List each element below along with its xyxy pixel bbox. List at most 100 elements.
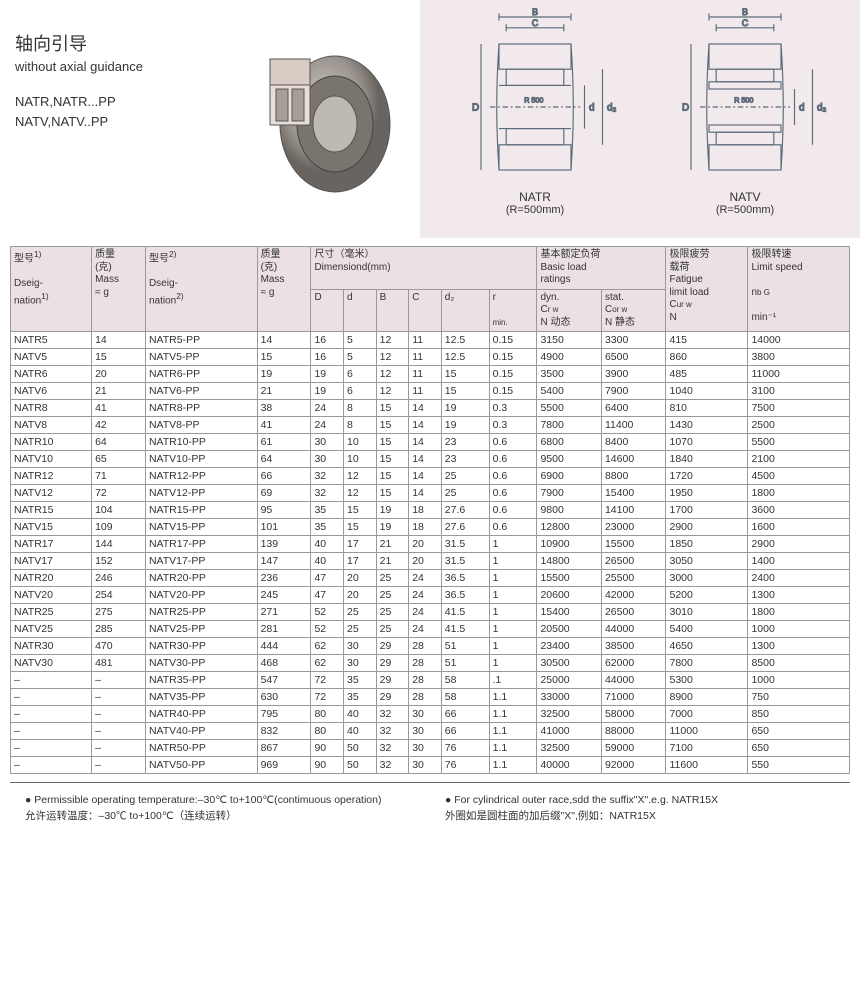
- table-cell: 101: [257, 519, 311, 536]
- table-row: NATV515NATV5-PP15165121112.50.1549006500…: [11, 349, 850, 366]
- table-cell: 867: [257, 740, 311, 757]
- table-cell: 6400: [601, 400, 666, 417]
- table-cell: 14800: [537, 553, 602, 570]
- table-cell: 32: [311, 468, 344, 485]
- spec-table: 型号1) Dseig-nation1) 质量(克)Mass≈ g 型号2) Ds…: [10, 246, 850, 774]
- table-cell: 7900: [601, 383, 666, 400]
- table-cell: –: [11, 723, 92, 740]
- table-cell: 2100: [748, 451, 850, 468]
- table-cell: 630: [257, 689, 311, 706]
- table-cell: 23: [441, 434, 489, 451]
- table-cell: 3010: [666, 604, 748, 621]
- table-cell: 25000: [537, 672, 602, 689]
- table-cell: 1400: [748, 553, 850, 570]
- table-cell: 3300: [601, 332, 666, 349]
- table-cell: 24: [409, 587, 442, 604]
- table-cell: 2900: [666, 519, 748, 536]
- table-cell: 11: [409, 332, 442, 349]
- table-cell: 3050: [666, 553, 748, 570]
- table-cell: 15: [344, 502, 377, 519]
- table-cell: NATR15: [11, 502, 92, 519]
- table-row: NATR1064NATR10-PP6130101514230.668008400…: [11, 434, 850, 451]
- table-cell: 3500: [537, 366, 602, 383]
- th-r: rmin.: [489, 289, 537, 332]
- table-cell: 3150: [537, 332, 602, 349]
- table-cell: 832: [257, 723, 311, 740]
- table-cell: 32: [311, 485, 344, 502]
- table-cell: 1300: [748, 638, 850, 655]
- table-cell: 10: [344, 451, 377, 468]
- table-cell: 15: [376, 468, 409, 485]
- table-cell: NATR17-PP: [145, 536, 257, 553]
- table-row: ––NATR35-PP5477235292858.125000440005300…: [11, 672, 850, 689]
- table-cell: 42: [92, 417, 146, 434]
- table-cell: 3900: [601, 366, 666, 383]
- svg-text:d₂: d₂: [817, 103, 826, 114]
- table-row: ––NATR40-PP79580403230661.13250058000700…: [11, 706, 850, 723]
- table-cell: NATR20-PP: [145, 570, 257, 587]
- natr-label: NATR: [519, 190, 551, 204]
- table-cell: 547: [257, 672, 311, 689]
- table-cell: 58000: [601, 706, 666, 723]
- table-cell: 5200: [666, 587, 748, 604]
- table-cell: 90: [311, 757, 344, 774]
- table-cell: 9800: [537, 502, 602, 519]
- table-cell: 30: [344, 655, 377, 672]
- table-cell: 30: [311, 451, 344, 468]
- table-cell: 25: [376, 570, 409, 587]
- table-cell: 8800: [601, 468, 666, 485]
- table-cell: 41: [92, 400, 146, 417]
- table-cell: 7800: [666, 655, 748, 672]
- table-row: NATR30470NATR30-PP4446230292851123400385…: [11, 638, 850, 655]
- svg-text:C: C: [742, 18, 749, 28]
- table-cell: –: [92, 740, 146, 757]
- th-load: 基本额定负荷Basic loadratings: [537, 247, 666, 290]
- table-cell: 32: [376, 706, 409, 723]
- table-cell: 12800: [537, 519, 602, 536]
- table-cell: 15: [92, 349, 146, 366]
- table-cell: 27.6: [441, 502, 489, 519]
- table-cell: NATV6-PP: [145, 383, 257, 400]
- table-cell: 144: [92, 536, 146, 553]
- table-cell: 72: [92, 485, 146, 502]
- table-cell: 28: [409, 689, 442, 706]
- table-cell: 14: [409, 400, 442, 417]
- table-cell: 41: [257, 417, 311, 434]
- title-en: without axial guidance: [15, 59, 210, 74]
- th-d2: d₂: [441, 289, 489, 332]
- table-row: NATR25275NATR25-PP2715225252441.51154002…: [11, 604, 850, 621]
- table-cell: NATR12-PP: [145, 468, 257, 485]
- table-cell: 0.15: [489, 366, 537, 383]
- svg-text:B: B: [742, 8, 748, 17]
- table-cell: NATV20-PP: [145, 587, 257, 604]
- table-cell: 71000: [601, 689, 666, 706]
- table-row: NATV621NATV6-PP211961211150.155400790010…: [11, 383, 850, 400]
- table-cell: 1950: [666, 485, 748, 502]
- table-cell: 15400: [537, 604, 602, 621]
- table-cell: 15: [376, 400, 409, 417]
- table-cell: 0.15: [489, 332, 537, 349]
- footnote-right: ● For cylindrical outer race,sdd the suf…: [445, 793, 835, 825]
- table-cell: 3000: [666, 570, 748, 587]
- table-cell: NATR15-PP: [145, 502, 257, 519]
- table-cell: NATV35-PP: [145, 689, 257, 706]
- th-dim: 尺寸（毫米）Dimensiond(mm): [311, 247, 537, 290]
- table-cell: 76: [441, 740, 489, 757]
- table-cell: –: [92, 689, 146, 706]
- table-row: NATV17152NATV17-PP1474017212031.51148002…: [11, 553, 850, 570]
- natv-sublabel: (R=500mm): [716, 204, 774, 216]
- diagram-panel: B C R 500 D: [420, 0, 860, 238]
- table-cell: 1: [489, 536, 537, 553]
- table-cell: 550: [748, 757, 850, 774]
- table-cell: NATR30: [11, 638, 92, 655]
- table-cell: 17: [344, 536, 377, 553]
- table-cell: 20600: [537, 587, 602, 604]
- table-cell: 23: [441, 451, 489, 468]
- natr-diagram-icon: B C R 500 D: [445, 8, 625, 188]
- table-cell: NATV5-PP: [145, 349, 257, 366]
- table-cell: 969: [257, 757, 311, 774]
- table-cell: 8: [344, 400, 377, 417]
- table-row: NATR1271NATR12-PP6632121514250.669008800…: [11, 468, 850, 485]
- table-cell: 14: [409, 434, 442, 451]
- table-cell: 20: [409, 536, 442, 553]
